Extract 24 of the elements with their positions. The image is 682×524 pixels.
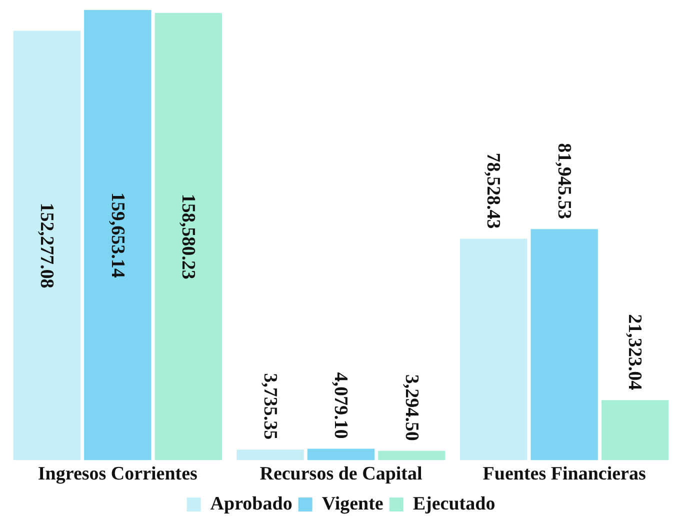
bar [13,30,81,460]
data-label: 159,653.14 [106,192,128,278]
data-label: 3,735.35 [259,373,280,440]
legend-label: Aprobado [210,493,292,514]
bar [236,450,304,460]
bar [530,229,598,460]
x-tick-label: Recursos de Capital [260,464,422,485]
data-label: 4,079.10 [330,372,352,439]
x-tick-label: Ingresos Corrientes [38,464,198,485]
legend-label: Vigente [322,493,384,514]
data-label: 21,323.04 [624,314,646,391]
x-tick-label: Fuentes Financieras [482,464,646,485]
data-label: 3,294.50 [400,374,422,441]
bar [84,10,152,460]
data-label: 81,945.53 [553,143,574,220]
data-label: 152,277.08 [36,202,58,288]
bar [307,448,375,460]
bar [601,400,669,460]
bar [460,238,528,460]
data-label: 158,580.23 [177,194,198,280]
data-label: 78,528.43 [482,152,504,229]
legend-label: Ejecutado [412,493,496,514]
bar [154,13,222,460]
bar [378,450,446,460]
